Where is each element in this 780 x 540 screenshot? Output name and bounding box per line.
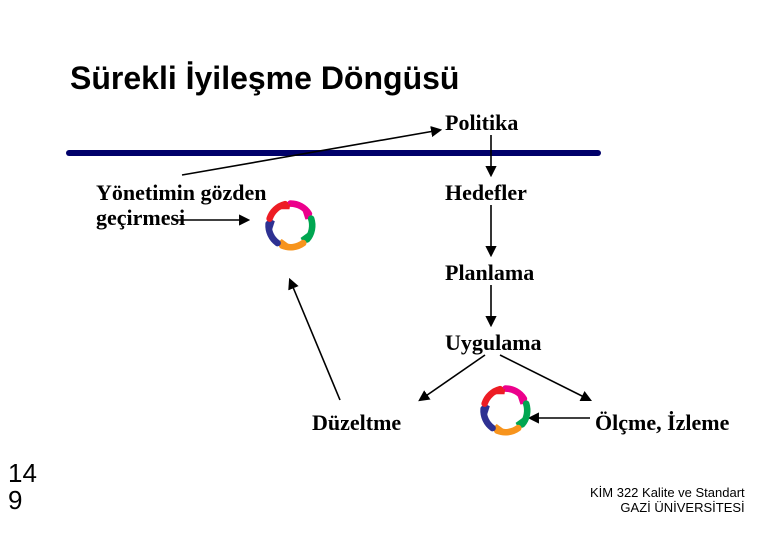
cycle-icon <box>254 189 327 262</box>
node-politika: Politika <box>445 110 518 136</box>
slidenum-line2: 9 <box>8 487 37 514</box>
footer-line2: GAZİ ÜNİVERSİTESİ <box>590 500 745 515</box>
slide-root: Sürekli İyileşme Döngüsü Politika Hedefl… <box>0 0 780 540</box>
slidenum-line1: 14 <box>8 460 37 487</box>
node-yonetim-line2: geçirmesi <box>96 205 185 231</box>
node-planlama: Planlama <box>445 260 534 286</box>
node-uygulama: Uygulama <box>445 330 542 356</box>
title-underline <box>66 150 601 156</box>
node-olcme: Ölçme, İzleme <box>595 410 729 436</box>
footer-line1: KİM 322 Kalite ve Standart <box>590 485 745 500</box>
footer-text: KİM 322 Kalite ve Standart GAZİ ÜNİVERSİ… <box>590 485 745 515</box>
node-hedefler: Hedefler <box>445 180 527 206</box>
cycle-icon <box>469 374 542 447</box>
slide-number: 14 9 <box>8 460 37 515</box>
node-yonetim-line1: Yönetimin gözden <box>96 180 267 206</box>
node-duzeltme: Düzeltme <box>312 410 401 436</box>
slide-title: Sürekli İyileşme Döngüsü <box>70 60 459 97</box>
